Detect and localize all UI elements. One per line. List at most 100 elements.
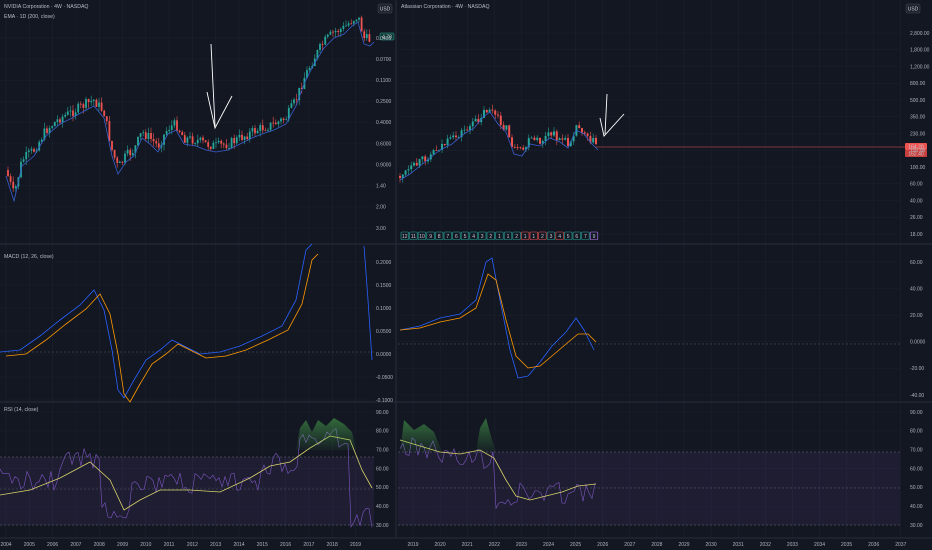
left-candle-body <box>168 129 171 132</box>
left-candle-body <box>282 118 285 120</box>
axis-labels: 2004 2005 2006 2007 2008 2009 2010 2011 2012 2013… <box>0 31 929 548</box>
right-year-label: 2026 <box>597 542 608 548</box>
left-year-label: 2006 <box>47 542 58 548</box>
sequence-marker-box <box>460 231 470 240</box>
left-rsi-legend[interactable]: RSI (14, close) <box>4 407 39 413</box>
left-candle-body <box>230 138 233 148</box>
right-candle-body <box>449 137 452 139</box>
right-candle-body <box>407 169 410 171</box>
left-candle-body <box>56 119 59 122</box>
right-candle-body <box>527 138 530 148</box>
left-macd-axis-label: 0.2000 <box>376 260 392 266</box>
left-macd-axis-label: 0.1000 <box>376 306 392 312</box>
left-candle-body <box>165 131 168 135</box>
left-last-price-tag <box>379 32 395 41</box>
left-macd-legend[interactable]: MACD (12, 26, close) <box>4 254 54 260</box>
left-year-label: 2010 <box>140 542 151 548</box>
left-year-label: 2008 <box>94 542 105 548</box>
right-candle-body <box>474 118 477 122</box>
arrow-down-left-shaft <box>210 43 216 127</box>
left-candle-body <box>134 145 137 154</box>
left-candle-body <box>59 119 61 123</box>
left-year-label: 2019 <box>350 542 361 548</box>
left-candle-body <box>7 170 9 177</box>
left-candle-body <box>14 186 17 189</box>
right-candle-body <box>446 138 449 146</box>
left-candle-body <box>98 102 100 107</box>
left-candle-body <box>308 68 311 71</box>
sequence-marker-box <box>546 231 556 240</box>
right-candle-body <box>530 137 533 139</box>
left-candle-body <box>79 103 82 105</box>
left-candle-body <box>121 161 124 163</box>
right-candle-body <box>578 125 581 129</box>
sequence-marker-label: 11 <box>411 234 416 240</box>
left-candle-body <box>181 132 184 136</box>
left-candle-body <box>87 99 90 103</box>
right-candle-body <box>539 137 541 144</box>
left-price-axis-label: 2.00 <box>376 205 386 211</box>
sequence-marker-label: 1 <box>524 234 527 240</box>
right-rsi-axis-label: 70.00 <box>910 447 923 453</box>
left-candle-body <box>259 125 262 131</box>
left-currency-badge[interactable] <box>377 3 393 14</box>
left-candle-body <box>118 161 121 163</box>
right-candle-body <box>544 135 547 142</box>
left-candle-body <box>324 36 327 45</box>
sequence-marker-box <box>572 231 581 240</box>
right-candle-body <box>553 131 555 136</box>
left-rsi-axis-label: 80.00 <box>376 429 389 435</box>
left-rsi-axis-label: 90.00 <box>376 410 389 416</box>
right-price-axis-label: 1,800.00 <box>910 48 930 54</box>
right-year-label: 2022 <box>489 542 500 548</box>
left-candle-body <box>61 116 64 123</box>
left-candle-body <box>293 99 295 104</box>
left-candle-body <box>217 140 220 143</box>
right-candle-body <box>499 115 502 125</box>
right-price-axis-label: 500.00 <box>910 98 926 104</box>
sequence-marker-box <box>478 231 487 240</box>
left-candle-body <box>355 19 358 22</box>
left-candle-body <box>352 21 355 24</box>
left-year-label: 2012 <box>187 542 198 548</box>
left-candle-body <box>131 153 134 156</box>
right-candle-body <box>455 135 457 138</box>
sequence-marker-box <box>512 231 521 240</box>
left-candle-body <box>368 34 371 42</box>
sequence-marker-label: 5 <box>567 234 570 240</box>
left-candlestick-series <box>7 15 371 193</box>
left-candle-body <box>342 25 345 29</box>
left-candle-body <box>27 150 30 153</box>
left-symbol-title[interactable]: NVIDIA Corporation · 4W · NASDAQ <box>4 4 88 10</box>
arrow-down-right-shaft <box>604 93 608 135</box>
left-candle-body <box>38 141 41 151</box>
right-symbol-title[interactable]: Atlassian Corporation · 4W · NASDAQ <box>401 4 490 10</box>
sequence-marker-box <box>529 231 538 240</box>
sequence-marker-label: 12 <box>402 234 408 240</box>
right-candle-body <box>443 143 446 146</box>
left-candle-body <box>150 133 152 139</box>
right-currency-badge[interactable] <box>905 3 921 14</box>
right-candle-body <box>477 118 480 123</box>
left-candle-body <box>137 136 139 146</box>
right-candle-body <box>558 138 561 141</box>
left-candle-body <box>129 149 132 156</box>
left-candle-body <box>77 103 80 113</box>
right-year-label: 2037 <box>895 542 906 548</box>
left-candle-body <box>233 138 236 144</box>
right-candle-body <box>463 129 466 131</box>
sequence-marker-label: 6 <box>455 234 458 240</box>
left-year-label: 2015 <box>257 542 268 548</box>
right-candle-body <box>435 150 438 151</box>
left-candle-body <box>243 136 246 140</box>
sequence-marker-box <box>555 231 564 240</box>
left-ema-legend[interactable]: EMA · 1D (200, close) <box>4 14 55 20</box>
left-macd-axis-label: 0.0500 <box>376 329 392 335</box>
right-candle-body <box>427 159 429 162</box>
drawing-annotations[interactable] <box>206 43 625 137</box>
right-price-tag-1 <box>905 143 927 150</box>
left-candle-body <box>274 122 277 125</box>
right-rsi-axis-label: 80.00 <box>910 429 923 435</box>
